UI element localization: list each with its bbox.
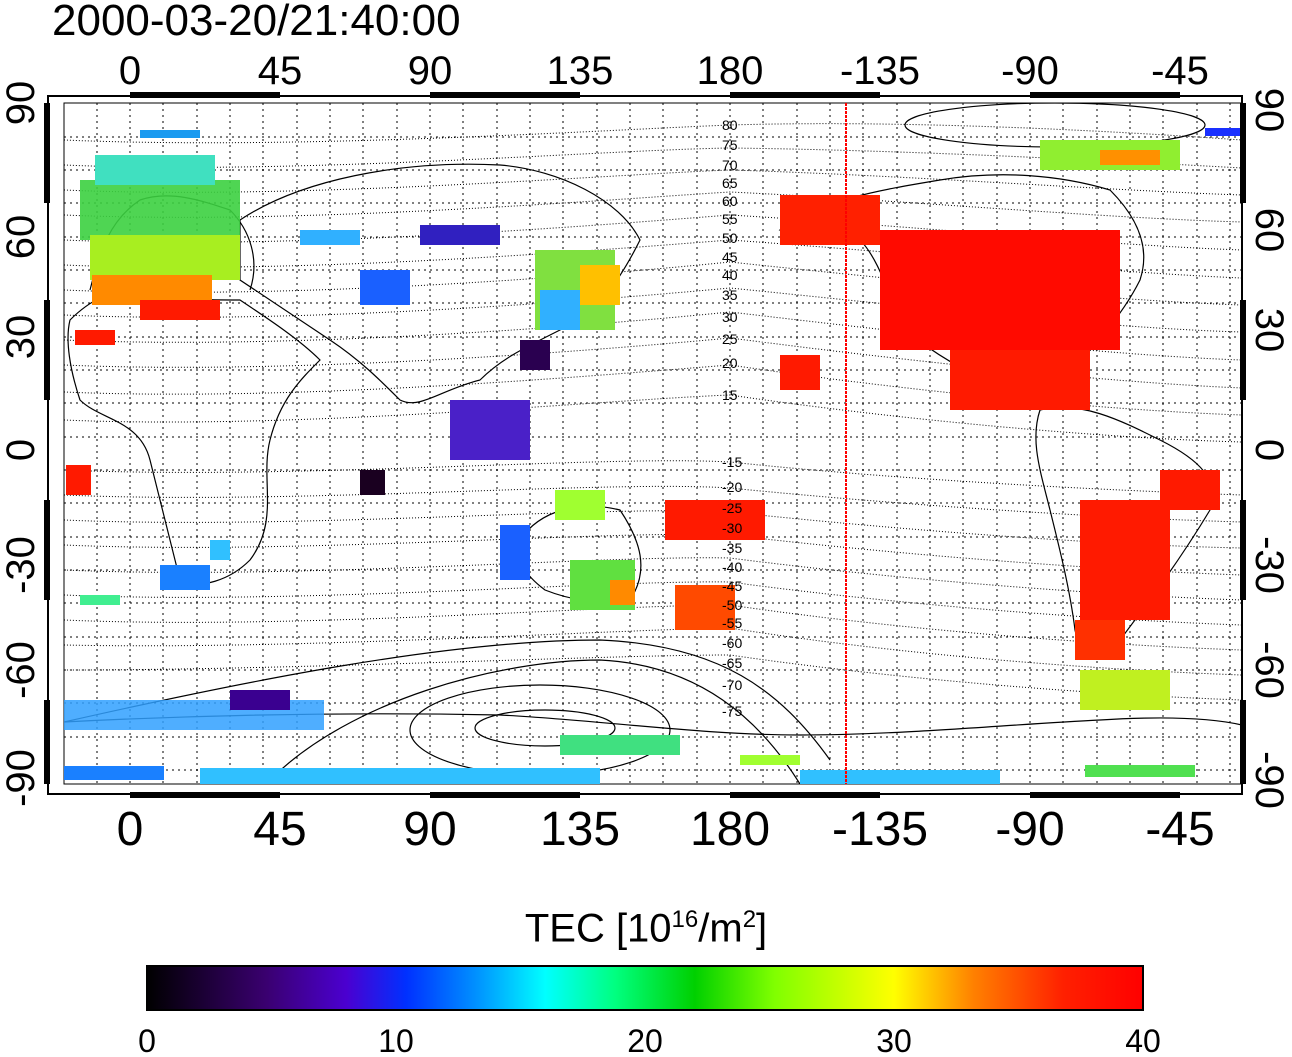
lon-tick-bottom: -45 xyxy=(1145,803,1214,856)
contour-label: 35 xyxy=(722,287,738,303)
contour-label: -65 xyxy=(722,655,742,671)
lat-tick-right: 0 xyxy=(1247,439,1291,461)
lat-tick-right: 30 xyxy=(1247,308,1291,353)
lat-tick-left: 90 xyxy=(0,81,43,126)
lon-ticks-top: 0 45 90 135 180 -135 -90 -45 xyxy=(119,49,1209,93)
contour-label: 30 xyxy=(722,309,738,325)
contour-label: 50 xyxy=(722,230,738,246)
contour-label: -40 xyxy=(722,559,742,575)
contour-label: 25 xyxy=(722,331,738,347)
contour-label-group: 80 75 70 65 60 55 50 45 40 35 30 25 20 1… xyxy=(722,117,742,719)
contour-label: 60 xyxy=(722,193,738,209)
lat-tick-left: -30 xyxy=(0,536,43,594)
colorbar-tick: 30 xyxy=(876,1023,912,1057)
lon-tick-bottom: -90 xyxy=(995,803,1064,856)
contour-label: -60 xyxy=(722,635,742,651)
colorbar-tick: 20 xyxy=(627,1023,663,1057)
colorbar-label-exp1: 16 xyxy=(671,906,699,933)
lat-tick-right: 60 xyxy=(1247,208,1291,253)
map-title: 2000-03-20/21:40:00 xyxy=(52,0,461,45)
lat-tick-left: -90 xyxy=(0,749,43,807)
lon-tick-top: 135 xyxy=(547,49,614,93)
contour-label: 65 xyxy=(722,175,738,191)
colorbar xyxy=(146,965,1144,1011)
lon-tick-top: 45 xyxy=(258,49,303,93)
lon-tick-top: 0 xyxy=(119,49,141,93)
contour-label: 75 xyxy=(722,137,738,153)
lat-tick-left: 0 xyxy=(0,439,43,461)
contour-label: -45 xyxy=(722,578,742,594)
axis-tick-bars xyxy=(44,92,1246,798)
contour-label: -20 xyxy=(722,479,742,495)
colorbar-label-end: ] xyxy=(756,906,768,951)
contour-label: 15 xyxy=(722,387,738,403)
colorbar-title: TEC [1016/m2] xyxy=(0,906,1292,951)
contour-label: 70 xyxy=(722,157,738,173)
solid-contours xyxy=(64,103,1206,784)
contour-label: 40 xyxy=(722,267,738,283)
contour-label: 55 xyxy=(722,211,738,227)
contour-label: 45 xyxy=(722,249,738,265)
lat-tick-left: 60 xyxy=(0,215,43,260)
lon-tick-bottom: 90 xyxy=(403,803,456,856)
lon-tick-top: -45 xyxy=(1151,49,1209,93)
lat-ticks-left: 90 60 30 0 -30 -60 -90 xyxy=(0,81,43,807)
lon-tick-bottom: 135 xyxy=(540,803,620,856)
colorbar-ticks: 0 10 20 30 40 xyxy=(138,1023,1161,1057)
lon-tick-top: 180 xyxy=(697,49,764,93)
colorbar-label-main: TEC [10 xyxy=(524,906,672,951)
lat-tick-left: 30 xyxy=(0,315,43,360)
grid-lines xyxy=(64,103,1242,784)
lon-tick-top: -90 xyxy=(1001,49,1059,93)
lon-tick-top: 90 xyxy=(408,49,453,93)
lat-tick-right: -30 xyxy=(1247,536,1291,594)
contour-label: -35 xyxy=(722,540,742,556)
lat-tick-right: 90 xyxy=(1247,88,1291,133)
contour-label: 80 xyxy=(722,117,738,133)
lon-tick-bottom: 45 xyxy=(253,803,306,856)
tec-data-patches xyxy=(64,128,1240,784)
lon-tick-bottom: 180 xyxy=(690,803,770,856)
colorbar-tick: 0 xyxy=(138,1023,156,1057)
contour-label: -70 xyxy=(722,677,742,693)
contour-label: -50 xyxy=(722,597,742,613)
lon-tick-bottom: -135 xyxy=(832,803,928,856)
colorbar-label-mid: /m xyxy=(698,906,743,951)
contour-label: -15 xyxy=(722,454,742,470)
contour-label: -30 xyxy=(722,520,742,536)
lon-tick-bottom: 0 xyxy=(117,803,144,856)
contour-label: -55 xyxy=(722,615,742,631)
lat-tick-right: -90 xyxy=(1247,751,1291,809)
colorbar-label-exp2: 2 xyxy=(742,906,757,933)
colorbar-tick: 40 xyxy=(1125,1023,1161,1057)
contour-label: -75 xyxy=(722,703,742,719)
lon-ticks-bottom: 0 45 90 135 180 -135 -90 -45 xyxy=(117,803,1215,856)
plot-inner-frame xyxy=(63,102,1243,785)
magnetic-latitude-contours xyxy=(64,123,1242,701)
lat-tick-left: -60 xyxy=(0,641,43,699)
lat-ticks-right: 90 60 30 0 -30 -60 -90 xyxy=(1247,88,1291,809)
lon-tick-top: -135 xyxy=(840,49,920,93)
colorbar-tick: 10 xyxy=(378,1023,414,1057)
lat-tick-right: -60 xyxy=(1247,641,1291,699)
contour-label: -25 xyxy=(722,500,742,516)
contour-label: 20 xyxy=(722,355,738,371)
